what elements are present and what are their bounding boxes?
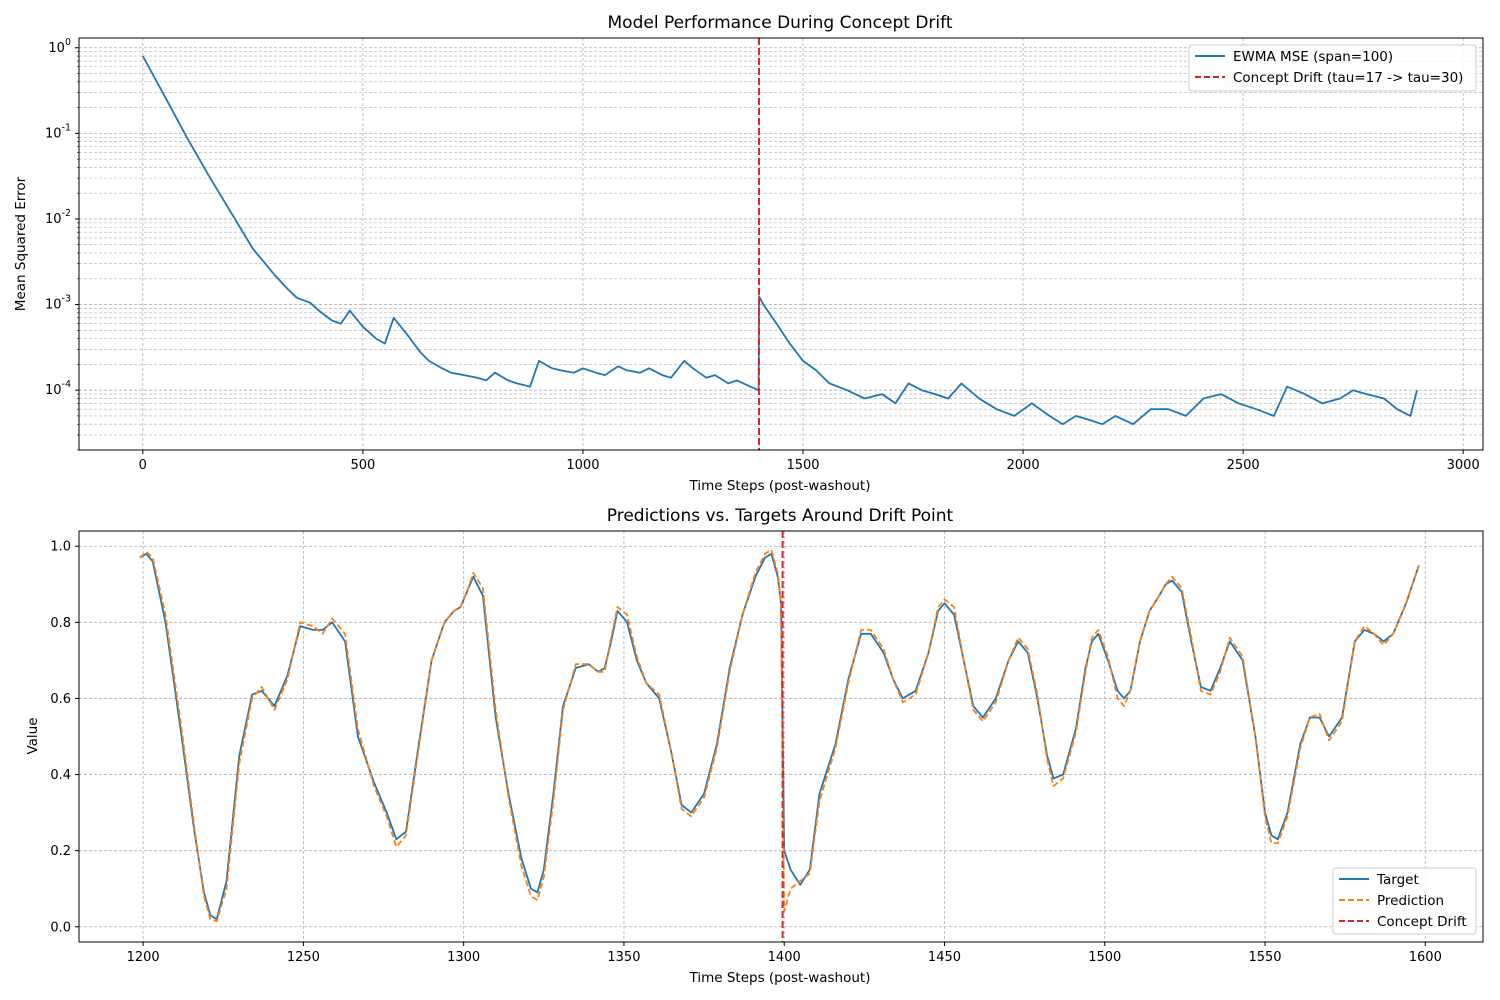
mse-chart-series <box>142 55 1418 426</box>
x-tick-label: 3000 <box>1447 458 1480 473</box>
series-line-target <box>139 552 1420 921</box>
y-tick-label: 100 <box>48 37 71 56</box>
y-tick-label: 0.8 <box>50 616 71 631</box>
prediction-chart-title: Predictions vs. Targets Around Drift Poi… <box>607 506 954 526</box>
prediction-chart-ticks: 0.0 0.2 0.4 0.6 0.8 1.0 1200 1250 1300 1350 1400 14… <box>50 540 1442 965</box>
x-tick-label: 2000 <box>1007 458 1040 473</box>
y-tick-label: 10-2 <box>45 208 71 227</box>
x-tick-label: 1550 <box>1248 950 1281 965</box>
mse-chart-title: Model Performance During Concept Drift <box>608 13 953 33</box>
y-tick-label: 0.2 <box>50 844 71 859</box>
x-tick-label: 2500 <box>1227 458 1260 473</box>
prediction-chart: Predictions vs. Targets Around Drift Poi… <box>25 506 1484 986</box>
x-tick-label: 1500 <box>1088 950 1121 965</box>
legend-label: EWMA MSE (span=100) <box>1233 49 1393 65</box>
y-tick-label: 0.6 <box>50 692 71 707</box>
mse-chart-ylabel: Mean Squared Error <box>13 176 29 311</box>
x-tick-label: 500 <box>350 458 375 473</box>
y-tick-label: 10-3 <box>45 294 71 313</box>
prediction-chart-grid <box>79 531 1483 942</box>
mse-chart-legend: EWMA MSE (span=100) Concept Drift (tau=17… <box>1188 44 1477 92</box>
x-tick-label: 1500 <box>786 458 819 473</box>
mse-chart-frame <box>78 37 1484 451</box>
series-line-ewma-mse <box>142 55 1418 426</box>
y-tick-label: 10-4 <box>45 379 71 398</box>
x-tick-label: 1200 <box>127 950 160 965</box>
x-tick-label: 1000 <box>566 458 599 473</box>
legend-label: Target <box>1376 872 1419 888</box>
x-tick-label: 1300 <box>447 950 480 965</box>
mse-chart-ticks: 100 10-1 10-2 10-3 10-4 0 500 1000 1500 2000 2500 3… <box>45 37 1480 473</box>
x-tick-label: 1600 <box>1409 950 1442 965</box>
legend-box <box>1188 44 1477 92</box>
x-tick-label: 1350 <box>607 950 640 965</box>
mse-chart: Model Performance During Concept Drift T… <box>13 13 1484 494</box>
y-tick-label: 0.4 <box>50 768 71 783</box>
y-tick-label: 10-1 <box>45 122 71 141</box>
x-tick-label: 1450 <box>928 950 961 965</box>
prediction-chart-series <box>139 549 1420 922</box>
x-tick-label: 1250 <box>287 950 320 965</box>
legend-label: Prediction <box>1377 893 1444 909</box>
legend-label: Concept Drift <box>1377 914 1467 930</box>
x-tick-label: 0 <box>139 458 147 473</box>
legend-label: Concept Drift (tau=17 -> tau=30) <box>1233 70 1463 86</box>
x-tick-label: 1400 <box>768 950 801 965</box>
mse-chart-xlabel: Time Steps (post-washout) <box>689 478 871 494</box>
prediction-chart-legend: Target Prediction Concept Drift <box>1332 867 1477 935</box>
y-tick-label: 1.0 <box>50 540 71 555</box>
prediction-chart-ylabel: Value <box>25 717 41 754</box>
mse-chart-grid <box>79 38 1483 451</box>
y-tick-label: 0.0 <box>50 920 71 935</box>
prediction-chart-frame <box>78 530 1484 943</box>
prediction-chart-xlabel: Time Steps (post-washout) <box>689 970 871 986</box>
series-line-prediction <box>139 549 1420 922</box>
legend-box <box>1332 867 1477 935</box>
